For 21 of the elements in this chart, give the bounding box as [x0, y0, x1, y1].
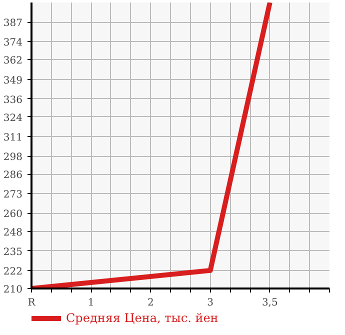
x-tick-label: 1 [88, 298, 94, 308]
y-tick-label: 260 [3, 209, 23, 220]
y-tick-label: 311 [3, 132, 23, 144]
y-tick-label: 349 [3, 75, 23, 86]
x-tick-label: 2 [148, 298, 154, 308]
y-tick-label: 210 [3, 284, 23, 296]
y-tick-label: 374 [3, 38, 23, 49]
x-tick-label: R [28, 298, 36, 308]
legend-label: Средняя Цена, тыс. йен [66, 311, 218, 325]
y-tick-label: 324 [3, 112, 23, 124]
x-tick-label: 3,5 [262, 298, 278, 308]
y-tick-label: 298 [3, 152, 23, 164]
y-tick-label: 336 [3, 94, 23, 106]
y-tick-label: 387 [3, 18, 23, 30]
y-tick-label: 362 [3, 56, 23, 67]
y-tick-label: 222 [3, 266, 23, 278]
y-tick-label: 273 [3, 190, 23, 201]
y-tick-label: 248 [3, 227, 23, 238]
y-tick-label: 235 [3, 246, 23, 258]
y-tick-label: 286 [3, 170, 23, 182]
x-tick-label: 3 [207, 298, 214, 308]
